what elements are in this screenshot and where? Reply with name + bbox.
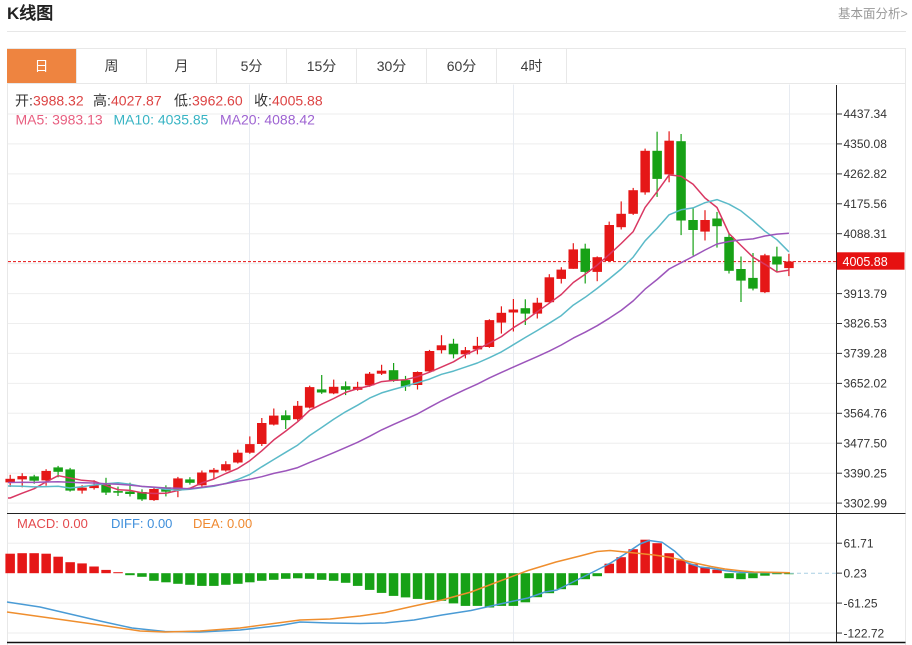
svg-text:3564.76: 3564.76 <box>844 407 888 421</box>
svg-text:3826.53: 3826.53 <box>844 317 888 331</box>
svg-text:收:: 收: <box>254 93 272 109</box>
svg-text:低:: 低: <box>174 93 192 109</box>
svg-text:3988.32: 3988.32 <box>33 93 84 109</box>
svg-text:DIFF: 0.00: DIFF: 0.00 <box>111 516 172 531</box>
svg-text:3739.28: 3739.28 <box>844 347 888 361</box>
svg-text:4350.08: 4350.08 <box>844 137 888 151</box>
svg-text:4027.87: 4027.87 <box>111 93 162 109</box>
svg-text:3477.50: 3477.50 <box>844 436 888 450</box>
svg-text:3652.02: 3652.02 <box>844 377 888 391</box>
svg-text:61.71: 61.71 <box>844 536 874 550</box>
svg-text:3390.25: 3390.25 <box>844 466 888 480</box>
svg-text:MA20: 4088.42: MA20: 4088.42 <box>220 112 315 128</box>
svg-text:开:: 开: <box>15 93 33 109</box>
svg-text:3302.99: 3302.99 <box>844 496 888 510</box>
svg-text:MA5: 3983.13: MA5: 3983.13 <box>16 112 103 128</box>
svg-text:4005.88: 4005.88 <box>272 93 323 109</box>
svg-text:高:: 高: <box>93 93 111 109</box>
svg-text:4175.56: 4175.56 <box>844 197 888 211</box>
svg-text:-122.72: -122.72 <box>844 626 885 640</box>
svg-text:0.23: 0.23 <box>844 566 868 580</box>
svg-text:4005.88: 4005.88 <box>843 255 888 269</box>
svg-text:DEA: 0.00: DEA: 0.00 <box>193 516 252 531</box>
svg-text:4262.82: 4262.82 <box>844 167 888 181</box>
svg-text:MA10: 4035.85: MA10: 4035.85 <box>114 112 209 128</box>
svg-text:3962.60: 3962.60 <box>192 93 243 109</box>
svg-text:-61.25: -61.25 <box>844 596 878 610</box>
svg-text:MACD: 0.00: MACD: 0.00 <box>17 516 88 531</box>
svg-text:4088.31: 4088.31 <box>844 227 888 241</box>
svg-text:4437.34: 4437.34 <box>844 107 888 121</box>
svg-text:3913.79: 3913.79 <box>844 287 888 301</box>
